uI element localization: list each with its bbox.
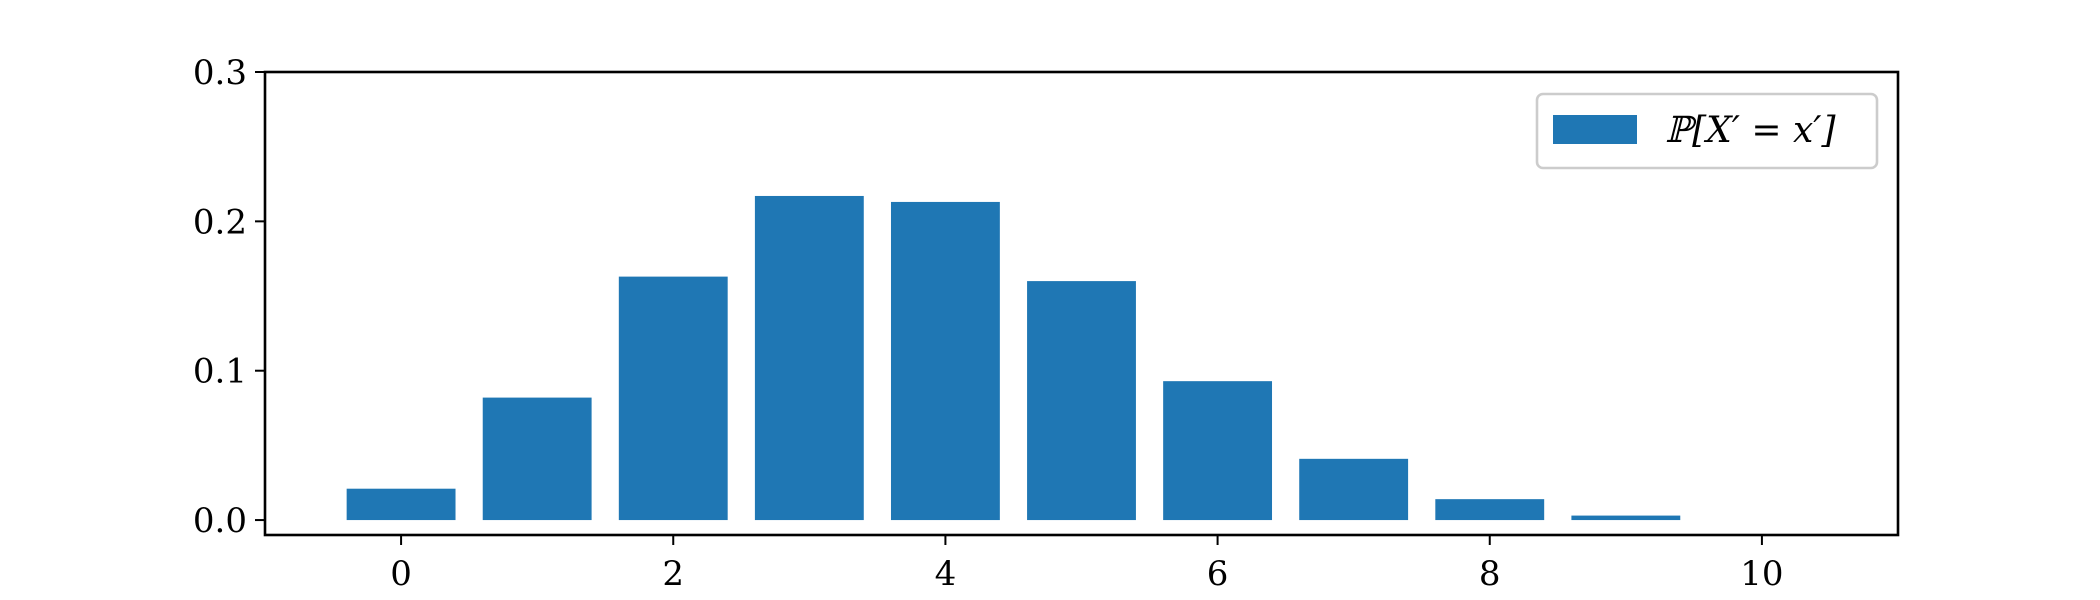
bars-layer <box>346 195 1681 521</box>
bar-x-7 <box>1299 458 1409 521</box>
bar-x-0 <box>346 488 456 521</box>
legend-swatch <box>1553 115 1637 144</box>
bar-x-1 <box>482 397 592 521</box>
y-tick-label: 0.3 <box>193 53 247 93</box>
x-tick-label: 4 <box>935 554 957 594</box>
bar-x-8 <box>1435 499 1545 521</box>
y-tick-label: 0.2 <box>193 202 247 242</box>
bar-x-3 <box>754 195 864 521</box>
bar-x-6 <box>1163 381 1273 521</box>
bar-x-5 <box>1027 281 1136 521</box>
bar-x-4 <box>890 201 1000 521</box>
x-tick-label: 10 <box>1740 554 1783 594</box>
bar-x-9 <box>1571 515 1681 521</box>
y-tick-label: 0.1 <box>193 352 247 392</box>
y-tick-label: 0.0 <box>193 501 247 541</box>
bar-x-2 <box>618 276 728 521</box>
legend-label: ℙ[X′ = x′] <box>1665 110 1836 151</box>
x-tick-label: 8 <box>1479 554 1501 594</box>
ticks-layer: 0 2 4 6 8 10 0.0 0.1 0.2 0.3 <box>193 53 1784 594</box>
axes-frame <box>263 70 1900 537</box>
x-tick-label: 6 <box>1207 554 1229 594</box>
x-tick-label: 2 <box>662 554 684 594</box>
legend-box <box>1535 92 1879 170</box>
x-tick-label: 0 <box>390 554 412 594</box>
legend: ℙ[X′ = x′] <box>1535 92 1879 170</box>
